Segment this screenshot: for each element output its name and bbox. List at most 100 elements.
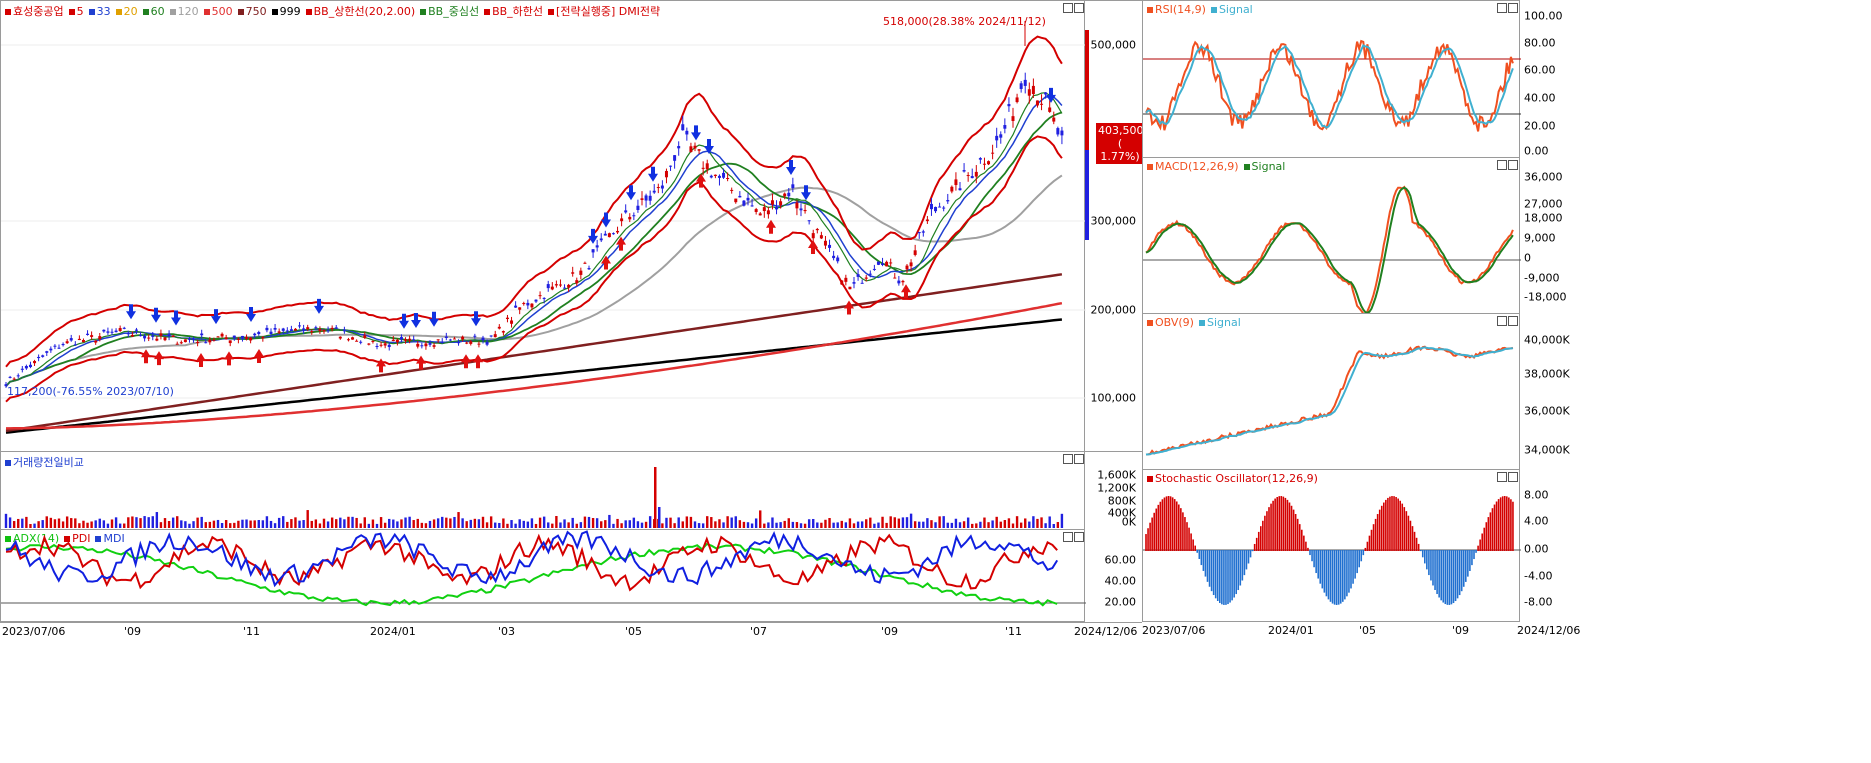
- panel-maximize-icon[interactable]: [1074, 532, 1084, 542]
- panel-maximize-icon[interactable]: [1074, 454, 1084, 464]
- stoch-bar: [1372, 524, 1375, 551]
- candle-body: [734, 198, 738, 203]
- legend-entry[interactable]: PDI: [64, 532, 90, 545]
- panel-maximize-icon[interactable]: [1508, 3, 1518, 13]
- stoch-bar: [1497, 499, 1500, 551]
- y-tick-label: 800K: [1107, 494, 1136, 508]
- volume-bar: [1019, 522, 1023, 528]
- legend-entry[interactable]: OBV(9): [1147, 316, 1194, 329]
- volume-bar: [216, 519, 220, 528]
- volume-panel[interactable]: 거래량전일비교: [0, 451, 1085, 530]
- legend-entry[interactable]: 33: [88, 5, 111, 18]
- macd-panel[interactable]: MACD(12,26,9) Signal: [1142, 157, 1521, 315]
- stoch-panel[interactable]: Stochastic Oscillator(12,26,9): [1142, 469, 1521, 622]
- candle-body: [289, 329, 293, 332]
- buy-signal-icon: [461, 354, 471, 369]
- obv-signal-line: [1145, 346, 1513, 456]
- volume-bar: [726, 516, 729, 528]
- rsi-panel[interactable]: RSI(14,9) Signal: [1142, 0, 1521, 158]
- panel-maximize-icon[interactable]: [1508, 472, 1518, 482]
- panel-maximize-icon[interactable]: [1074, 3, 1084, 13]
- candle-body: [37, 356, 41, 359]
- panel-minimize-icon[interactable]: [1063, 532, 1073, 542]
- volume-bar: [950, 522, 954, 528]
- legend-entry[interactable]: Stochastic Oscillator(12,26,9): [1147, 472, 1318, 485]
- legend-entry[interactable]: [전략실행중] DMI전략: [548, 5, 660, 18]
- legend-entry[interactable]: 거래량전일비교: [5, 456, 84, 469]
- panel-maximize-icon[interactable]: [1508, 316, 1518, 326]
- legend-entry[interactable]: RSI(14,9): [1147, 3, 1206, 16]
- candle-body: [236, 338, 240, 340]
- candle-body: [196, 342, 200, 344]
- legend-entry[interactable]: 750: [237, 5, 267, 18]
- legend-entry[interactable]: Signal: [1198, 316, 1241, 329]
- candle-body: [828, 244, 832, 248]
- stoch-bar: [1159, 501, 1162, 551]
- candle-body: [183, 339, 187, 343]
- candle-body: [461, 336, 465, 340]
- price-panel[interactable]: 효성중공업 5 33 20 60 120 500 750 999 BB_상한선(20,2.00) B…: [0, 0, 1086, 452]
- stoch-bar: [1485, 522, 1488, 551]
- stoch-bar: [1508, 497, 1510, 551]
- legend-label: 60: [150, 5, 165, 18]
- volume-bar: [620, 523, 623, 528]
- candle-body: [428, 342, 432, 345]
- stoch-bar: [1319, 550, 1322, 584]
- volume-bar: [640, 522, 644, 528]
- y-tick-label: 60.00: [1524, 63, 1556, 77]
- panel-minimize-icon[interactable]: [1063, 454, 1073, 464]
- candle-body: [885, 261, 889, 267]
- legend-entry[interactable]: MACD(12,26,9): [1147, 160, 1239, 173]
- candle-body: [16, 375, 20, 377]
- legend-entry[interactable]: 20: [115, 5, 138, 18]
- volume-bar: [57, 518, 61, 528]
- legend-entry[interactable]: 5: [68, 5, 84, 18]
- panel-minimize-icon[interactable]: [1497, 160, 1507, 170]
- volume-bar: [127, 517, 130, 528]
- stoch-bar: [1370, 529, 1373, 551]
- panel-minimize-icon[interactable]: [1497, 316, 1507, 326]
- volume-bar: [445, 517, 448, 528]
- legend-entry[interactable]: BB_중심선: [420, 5, 479, 18]
- volume-bar: [522, 520, 525, 528]
- legend-entry[interactable]: ADX(14): [5, 532, 59, 545]
- panel-maximize-icon[interactable]: [1508, 160, 1518, 170]
- obv-panel[interactable]: OBV(9) Signal: [1142, 313, 1520, 470]
- volume-chart-canvas: [4, 467, 1064, 528]
- candle-body: [991, 152, 995, 154]
- panel-minimize-icon[interactable]: [1497, 3, 1507, 13]
- candle-body: [379, 344, 383, 346]
- stoch-bar: [1487, 517, 1490, 551]
- stoch-bar: [1245, 550, 1248, 570]
- legend-entry[interactable]: 효성중공업: [5, 5, 64, 18]
- low-annotation: 117,200(-76.55% 2023/07/10): [7, 385, 174, 398]
- stoch-bar: [1407, 515, 1410, 551]
- legend-entry[interactable]: Signal: [1210, 3, 1253, 16]
- volume-legend: 거래량전일비교: [5, 454, 89, 470]
- legend-entry[interactable]: 500: [203, 5, 233, 18]
- stoch-bar: [1477, 545, 1479, 551]
- panel-minimize-icon[interactable]: [1497, 472, 1507, 482]
- stoch-bar: [1413, 531, 1416, 551]
- legend-entry[interactable]: 120: [169, 5, 199, 18]
- candle-body: [860, 282, 864, 284]
- legend-entry[interactable]: BB_하한선: [484, 5, 543, 18]
- legend-entry[interactable]: Signal: [1243, 160, 1285, 173]
- volume-bar: [143, 516, 146, 528]
- buy-signal-icon: [808, 239, 818, 254]
- price-legend: 효성중공업 5 33 20 60 120 500 750 999 BB_상한선(20,2.00) B…: [5, 3, 665, 19]
- legend-entry[interactable]: MDI: [95, 532, 125, 545]
- macd-signal-line: [1145, 186, 1514, 314]
- dmi-panel[interactable]: ADX(14) PDI MDI: [0, 529, 1086, 622]
- candle-body: [722, 172, 726, 178]
- candle-body: [669, 165, 673, 167]
- legend-entry[interactable]: 999: [271, 5, 301, 18]
- stoch-bar: [1286, 499, 1289, 551]
- legend-entry[interactable]: BB_상한선(20,2.00): [305, 5, 415, 18]
- panel-minimize-icon[interactable]: [1063, 3, 1073, 13]
- rsi-chart-canvas: [1143, 39, 1521, 132]
- legend-entry[interactable]: 60: [142, 5, 165, 18]
- volume-bar: [722, 522, 725, 528]
- candle-body: [620, 218, 624, 222]
- candle-body: [567, 284, 571, 288]
